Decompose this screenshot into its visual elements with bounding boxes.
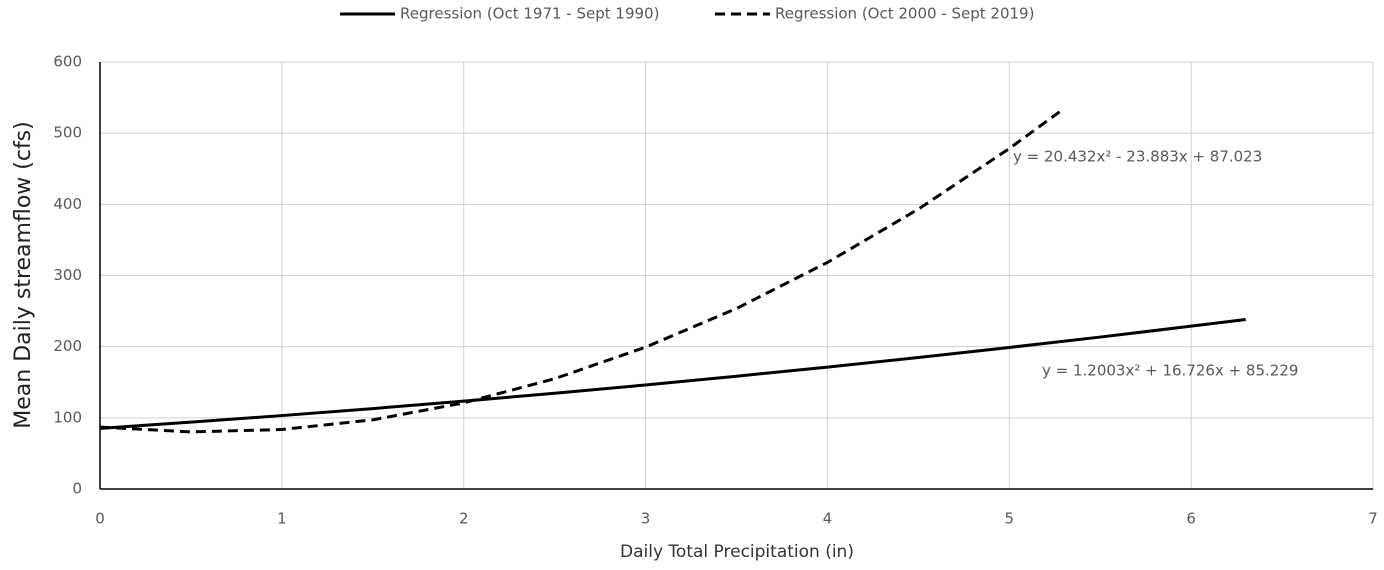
series-line bbox=[99, 107, 1065, 434]
x-tick-label: 3 bbox=[641, 510, 651, 528]
equation-annotation: y = 20.432x² - 23.883x + 87.023 bbox=[1013, 148, 1262, 166]
x-tick-label: 7 bbox=[1368, 510, 1378, 528]
x-tick-label: 4 bbox=[823, 510, 833, 528]
legend-label: Regression (Oct 1971 - Sept 1990) bbox=[400, 5, 659, 23]
x-axis-label: Daily Total Precipitation (in) bbox=[620, 542, 854, 562]
x-tick-label: 2 bbox=[459, 510, 469, 528]
x-tick-label: 0 bbox=[95, 510, 105, 528]
y-tick-label: 0 bbox=[72, 480, 82, 498]
y-tick-label: 600 bbox=[53, 53, 82, 71]
y-tick-label: 500 bbox=[53, 124, 82, 142]
x-tick-label: 1 bbox=[277, 510, 287, 528]
y-tick-label: 400 bbox=[53, 195, 82, 213]
y-tick-label: 100 bbox=[53, 408, 82, 426]
y-tick-label: 200 bbox=[53, 337, 82, 355]
legend-label: Regression (Oct 2000 - Sept 2019) bbox=[775, 5, 1034, 23]
x-tick-label: 6 bbox=[1186, 510, 1196, 528]
y-axis-label: Mean Daily streamflow (cfs) bbox=[11, 121, 36, 428]
y-tick-label: 300 bbox=[53, 266, 82, 284]
series-line bbox=[99, 317, 1246, 430]
x-tick-label: 5 bbox=[1005, 510, 1015, 528]
equation-annotation: y = 1.2003x² + 16.726x + 85.229 bbox=[1042, 362, 1298, 380]
